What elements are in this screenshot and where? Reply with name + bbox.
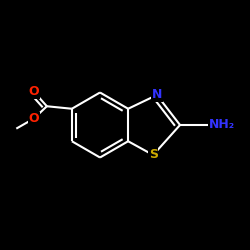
- Text: N: N: [152, 88, 162, 102]
- Text: O: O: [28, 112, 39, 125]
- Text: NH₂: NH₂: [209, 118, 235, 132]
- Text: O: O: [28, 85, 39, 98]
- Text: S: S: [149, 148, 158, 162]
